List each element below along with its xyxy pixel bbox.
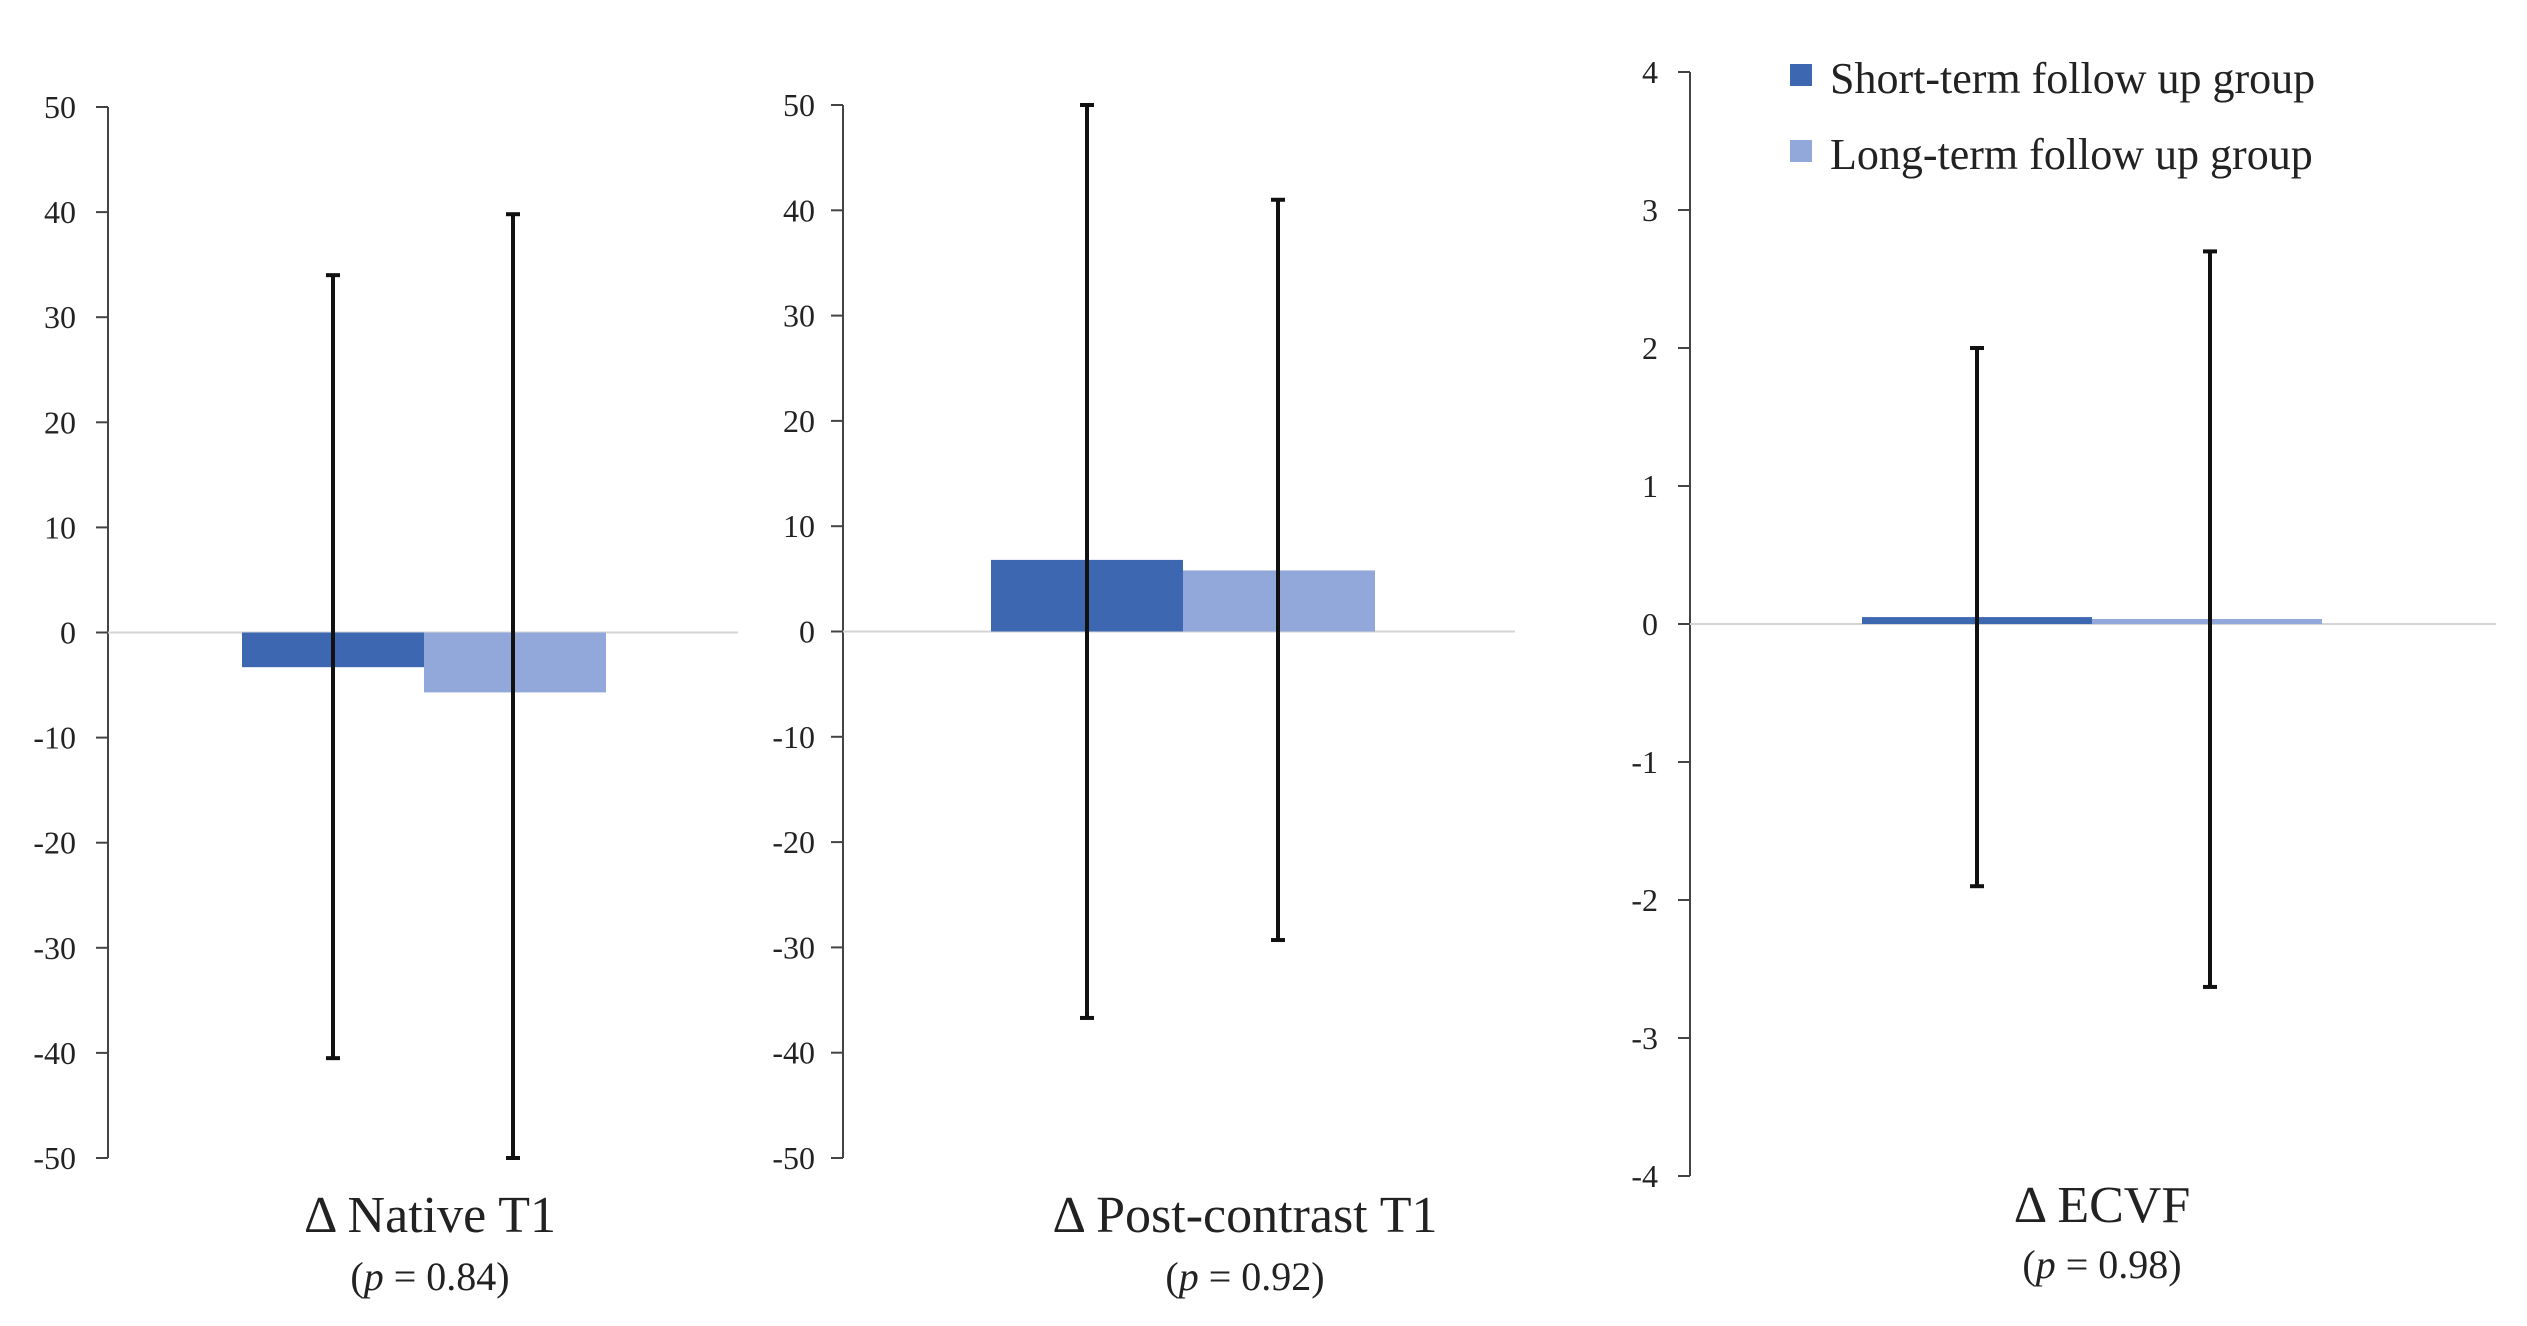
y-tick-label: -40 xyxy=(772,1035,815,1071)
legend-swatch-short-term xyxy=(1790,64,1812,86)
y-tick-label: 40 xyxy=(44,194,76,230)
y-tick-label: -30 xyxy=(772,929,815,965)
y-tick-label: 10 xyxy=(783,508,815,544)
y-tick-label: -20 xyxy=(33,825,76,861)
y-tick-label: -20 xyxy=(772,824,815,860)
error-bars xyxy=(326,212,520,1160)
y-tick-label: -50 xyxy=(772,1140,815,1176)
chart-post-contrast-t1: 50 40 30 20 10 0 -10 -20 -30 -40 -50 Δ Post-contra… xyxy=(772,87,1515,1299)
y-tick-label: 30 xyxy=(783,298,815,334)
y-tick-label: -2 xyxy=(1631,882,1658,918)
error-bars xyxy=(1080,103,1285,1020)
bars xyxy=(1862,617,2322,624)
legend-label-long-term: Long-term follow up group xyxy=(1830,130,2313,179)
legend-label-short-term: Short-term follow up group xyxy=(1830,54,2315,103)
chart-native-t1: 50 40 30 20 10 0 -10 -20 -30 -40 -50 Δ Native T1 (… xyxy=(33,89,738,1299)
y-tick-label: 0 xyxy=(1642,606,1658,642)
y-tick-label: 4 xyxy=(1642,54,1658,90)
y-tick-label: -10 xyxy=(772,719,815,755)
legend-swatch-long-term xyxy=(1790,140,1812,162)
chart-subtitle: (p = 0.98) xyxy=(2022,1242,2181,1287)
error-bars xyxy=(1970,249,2217,989)
bars xyxy=(991,559,1375,632)
chart-subtitle: (p = 0.84) xyxy=(350,1254,509,1299)
y-tick-label: 50 xyxy=(44,89,76,125)
y-tick-label: 50 xyxy=(783,87,815,123)
y-tick-label: -50 xyxy=(33,1140,76,1176)
y-tick-label: 20 xyxy=(44,404,76,440)
y-tick-label: 3 xyxy=(1642,192,1658,228)
chart-title: Δ Post-contrast T1 xyxy=(1053,1187,1438,1244)
y-tick-label: -1 xyxy=(1631,744,1658,780)
y-tick-labels: 50 40 30 20 10 0 -10 -20 -30 -40 -50 xyxy=(772,87,815,1176)
y-tick-label: 30 xyxy=(44,299,76,335)
bar-long-term xyxy=(2092,619,2322,624)
y-tick-label: 10 xyxy=(44,509,76,545)
y-tick-label: -10 xyxy=(33,720,76,756)
chart-ecvf: 4 3 2 1 0 -1 -2 -3 -4 Δ ECVF (p = 0.98) xyxy=(1631,54,2496,1287)
y-tick-label: 1 xyxy=(1642,468,1658,504)
legend: Short-term follow up group Long-term fol… xyxy=(1790,54,2315,179)
chart-subtitle: (p = 0.92) xyxy=(1165,1254,1324,1299)
y-tick-label: -30 xyxy=(33,930,76,966)
bars xyxy=(242,632,606,693)
y-tick-label: 0 xyxy=(799,614,815,650)
y-tick-labels: 4 3 2 1 0 -1 -2 -3 -4 xyxy=(1631,54,1658,1194)
chart-title: Δ Native T1 xyxy=(304,1187,556,1244)
chart-title: Δ ECVF xyxy=(2014,1177,2191,1234)
y-tick-label: 0 xyxy=(60,615,76,651)
y-tick-label: 20 xyxy=(783,403,815,439)
y-tick-labels: 50 40 30 20 10 0 -10 -20 -30 -40 -50 xyxy=(33,89,76,1176)
y-tick-label: -4 xyxy=(1631,1158,1658,1194)
y-tick-label: 2 xyxy=(1642,330,1658,366)
y-tick-label: -3 xyxy=(1631,1020,1658,1056)
y-tick-label: -40 xyxy=(33,1035,76,1071)
y-tick-label: 40 xyxy=(783,192,815,228)
